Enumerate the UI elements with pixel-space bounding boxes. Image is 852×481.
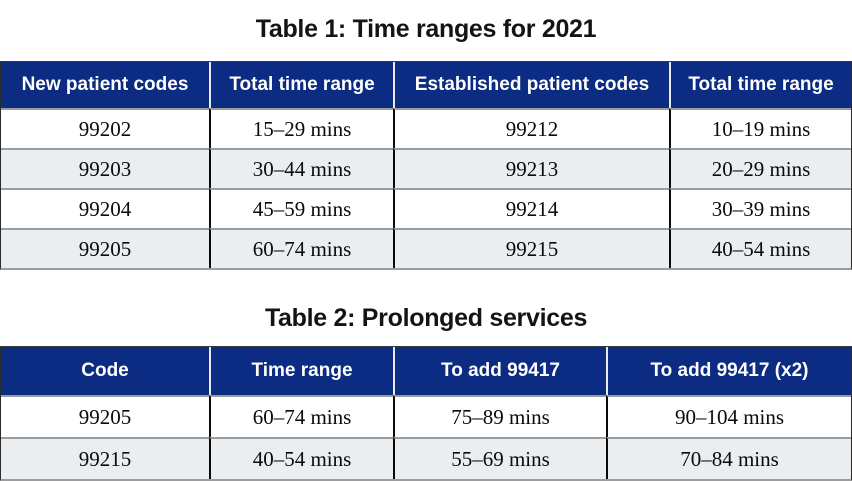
header-cell-total-time-range-established: Total time range (669, 62, 851, 108)
table2-title: Table 2: Prolonged services (264, 304, 588, 332)
header-cell-to-add-99417: To add 99417 (393, 347, 606, 395)
table-row: 99215 40–54 mins 55–69 mins 70–84 mins (1, 437, 851, 479)
table-cell: 45–59 mins (209, 188, 393, 228)
header-cell-code: Code (1, 347, 209, 395)
table2-header-row: Code Time range To add 99417 To add 9941… (1, 347, 851, 395)
header-cell-total-time-range-new: Total time range (209, 62, 393, 108)
prolonged-services-table: Code Time range To add 99417 To add 9941… (0, 346, 852, 481)
table-cell: 60–74 mins (209, 228, 393, 268)
table-cell: 99215 (393, 228, 669, 268)
table-cell: 70–84 mins (606, 437, 851, 479)
table-cell: 99212 (393, 108, 669, 148)
table-cell: 75–89 mins (393, 395, 606, 437)
header-cell-established-patient-codes: Established patient codes (393, 62, 669, 108)
time-ranges-table: New patient codes Total time range Estab… (0, 61, 852, 270)
table1-title: Table 1: Time ranges for 2021 (255, 15, 597, 43)
header-cell-time-range: Time range (209, 347, 393, 395)
table-cell: 10–19 mins (669, 108, 851, 148)
header-cell-new-patient-codes: New patient codes (1, 62, 209, 108)
table-cell: 99205 (1, 395, 209, 437)
table-cell: 55–69 mins (393, 437, 606, 479)
table-cell: 40–54 mins (669, 228, 851, 268)
table-row: 99202 15–29 mins 99212 10–19 mins (1, 108, 851, 148)
table-row: 99205 60–74 mins 75–89 mins 90–104 mins (1, 395, 851, 437)
table-cell: 99205 (1, 228, 209, 268)
table-cell: 90–104 mins (606, 395, 851, 437)
table-cell: 20–29 mins (669, 148, 851, 188)
table-row: 99205 60–74 mins 99215 40–54 mins (1, 228, 851, 268)
table-cell: 99213 (393, 148, 669, 188)
table-cell: 60–74 mins (209, 395, 393, 437)
table-cell: 30–44 mins (209, 148, 393, 188)
table-row: 99203 30–44 mins 99213 20–29 mins (1, 148, 851, 188)
table-cell: 99204 (1, 188, 209, 228)
table-cell: 99202 (1, 108, 209, 148)
table-cell: 15–29 mins (209, 108, 393, 148)
table-cell: 40–54 mins (209, 437, 393, 479)
header-cell-to-add-99417-x2: To add 99417 (x2) (606, 347, 851, 395)
table-cell: 30–39 mins (669, 188, 851, 228)
table1-header-row: New patient codes Total time range Estab… (1, 62, 851, 108)
table-cell: 99215 (1, 437, 209, 479)
table-cell: 99214 (393, 188, 669, 228)
table-cell: 99203 (1, 148, 209, 188)
table-row: 99204 45–59 mins 99214 30–39 mins (1, 188, 851, 228)
